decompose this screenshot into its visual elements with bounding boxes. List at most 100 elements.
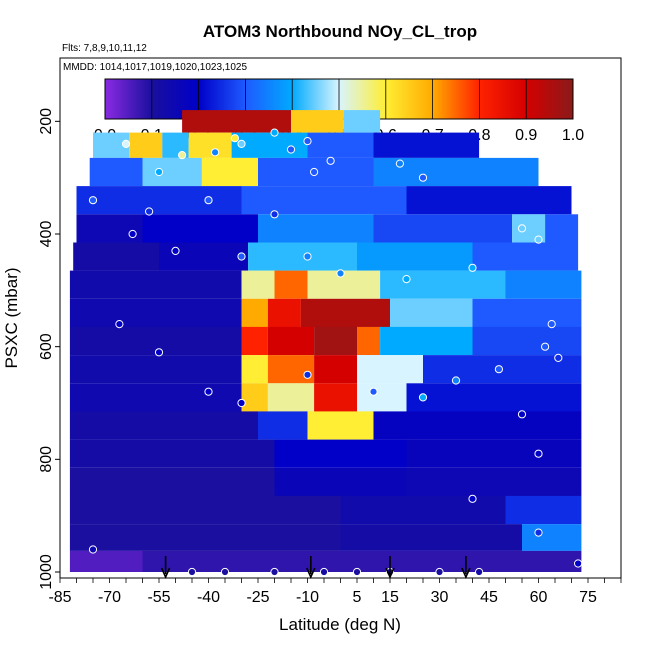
heat-cell (73, 242, 159, 271)
heat-cell (291, 110, 344, 133)
data-point (402, 275, 411, 284)
data-point (352, 567, 362, 577)
data-point (534, 235, 543, 244)
heat-cell (69, 550, 143, 572)
x-tick-label: 45 (480, 589, 498, 606)
heat-cell (241, 298, 268, 327)
data-point (303, 137, 312, 146)
data-point (154, 167, 164, 177)
data-point (303, 370, 312, 379)
heat-cell (69, 298, 242, 327)
data-point (171, 246, 180, 255)
data-point (303, 252, 312, 261)
data-point (237, 398, 246, 408)
data-point (468, 263, 477, 272)
heat-cell (69, 355, 242, 384)
heat-cell (472, 242, 579, 271)
heatmap-layer (69, 110, 582, 572)
data-point (451, 376, 461, 385)
heat-cell (159, 242, 249, 271)
x-tick-label: 30 (431, 589, 449, 606)
heat-cell (357, 355, 423, 384)
heat-cell (76, 186, 242, 215)
heat-cell (69, 383, 242, 412)
data-point (270, 128, 279, 137)
arrow-head (306, 567, 316, 579)
heat-cell (241, 326, 268, 356)
heat-cell (274, 439, 407, 468)
arrow-head (160, 567, 171, 579)
data-point (270, 567, 279, 577)
heat-cell (258, 214, 374, 243)
data-point (230, 134, 239, 143)
data-point (237, 139, 246, 148)
heat-cell (373, 411, 582, 440)
data-point (310, 167, 319, 177)
heat-cell (357, 326, 381, 356)
heat-cell (274, 467, 407, 496)
data-point (270, 210, 279, 219)
data-point (121, 139, 131, 148)
heat-cell (373, 132, 480, 158)
heat-cell (406, 439, 582, 468)
data-point (154, 348, 164, 357)
data-point (475, 567, 484, 577)
heat-cell (545, 214, 579, 243)
heat-cell (406, 383, 582, 412)
heat-cell (267, 355, 315, 384)
heat-cell (343, 110, 381, 133)
heat-cell (76, 214, 143, 243)
heat-cell (307, 132, 374, 158)
x-tick-label: 15 (381, 589, 399, 606)
data-point (88, 196, 98, 205)
heat-cell (241, 383, 268, 412)
y-axis-label: PSXC (mbar) (2, 267, 21, 368)
data-point (369, 387, 378, 396)
flight-markers (160, 556, 471, 579)
heat-cell (307, 411, 374, 440)
arrow-head (461, 567, 471, 579)
x-tick-label: -40 (197, 589, 220, 606)
heat-cell (274, 270, 308, 299)
y-tick-label: 200 (38, 108, 55, 135)
colorbar-tick-label: 0.9 (515, 127, 537, 144)
heat-cell (340, 495, 506, 525)
heat-cell (472, 326, 582, 356)
heat-cell (522, 524, 582, 551)
data-point (547, 320, 556, 329)
heat-cell (314, 355, 357, 384)
heat-cell (241, 355, 268, 384)
heat-cell (380, 270, 506, 299)
heat-cell (69, 524, 341, 551)
y-tick-label: 1000 (38, 554, 55, 590)
heat-cell (258, 411, 308, 440)
heat-cell (241, 186, 407, 215)
heat-cell (188, 132, 232, 158)
x-tick-label: 5 (353, 589, 362, 606)
heat-cell (129, 132, 163, 158)
heat-cell (69, 467, 275, 496)
data-point (326, 156, 335, 165)
x-tick-label: 60 (530, 589, 548, 606)
data-point (494, 365, 503, 374)
heat-cell (241, 270, 275, 299)
heat-cell (69, 270, 242, 299)
heat-cell (142, 157, 202, 187)
data-point (468, 494, 477, 503)
heat-cell (267, 326, 315, 356)
heat-cell (472, 298, 582, 327)
data-point (128, 229, 137, 239)
heat-cell (267, 298, 301, 327)
x-tick-label: -70 (98, 589, 121, 606)
data-point (187, 567, 197, 577)
x-tick-label: 75 (579, 589, 597, 606)
heat-cell (182, 110, 291, 133)
data-point (204, 387, 213, 396)
data-point (88, 545, 98, 554)
heat-cell (380, 326, 473, 356)
heat-cell (314, 326, 357, 356)
data-point (574, 559, 583, 568)
heat-cell (267, 383, 315, 412)
arrow-head (385, 567, 395, 579)
